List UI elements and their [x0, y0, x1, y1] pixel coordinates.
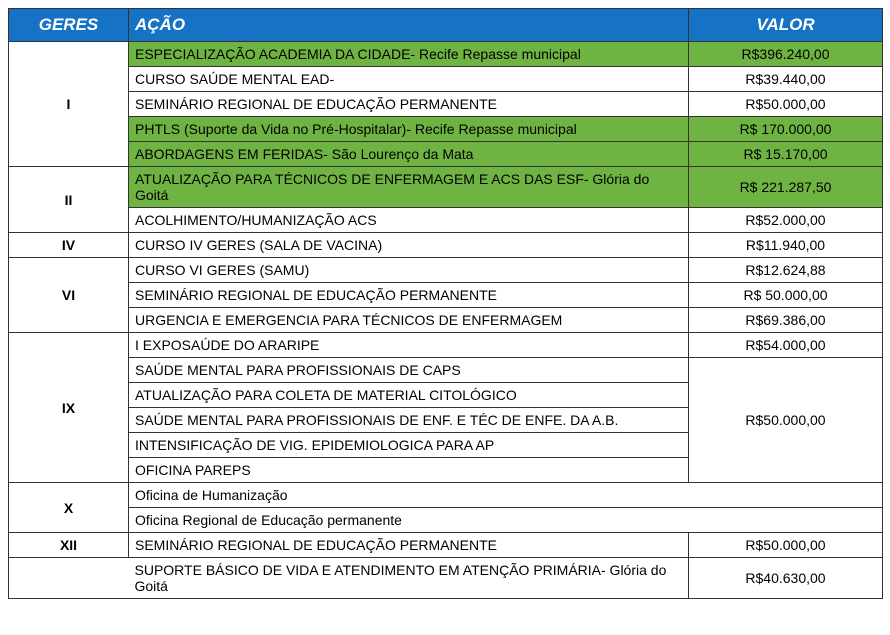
table-row: SEMINÁRIO REGIONAL DE EDUCAÇÃO PERMANENT…: [9, 92, 883, 117]
valor-cell: R$50.000,00: [689, 92, 883, 117]
acao-cell: CURSO IV GERES (SALA DE VACINA): [129, 233, 689, 258]
header-geres: GERES: [9, 9, 129, 42]
valor-cell: R$ 221.287,50: [689, 167, 883, 208]
table-row: IESPECIALIZAÇÃO ACADEMIA DA CIDADE- Reci…: [9, 42, 883, 67]
acao-cell: SAÚDE MENTAL PARA PROFISSIONAIS DE CAPS: [129, 358, 689, 383]
acao-cell: SUPORTE BÁSICO DE VIDA E ATENDIMENTO EM …: [129, 558, 689, 599]
table-row: URGENCIA E EMERGENCIA PARA TÉCNICOS DE E…: [9, 308, 883, 333]
acao-cell: ACOLHIMENTO/HUMANIZAÇÃO ACS: [129, 208, 689, 233]
acao-cell: CURSO SAÚDE MENTAL EAD-: [129, 67, 689, 92]
valor-cell: R$ 50.000,00: [689, 283, 883, 308]
valor-cell: R$ 170.000,00: [689, 117, 883, 142]
geres-cell: IV: [9, 233, 129, 258]
header-row: GERES AÇÃO VALOR: [9, 9, 883, 42]
valor-cell: R$69.386,00: [689, 308, 883, 333]
valor-cell: [689, 508, 883, 533]
valor-cell: R$50.000,00: [689, 533, 883, 558]
valor-cell: R$39.440,00: [689, 67, 883, 92]
valor-cell: R$50.000,00: [689, 358, 883, 483]
valor-cell: R$54.000,00: [689, 333, 883, 358]
table-row: CURSO SAÚDE MENTAL EAD-R$39.440,00: [9, 67, 883, 92]
valor-cell: R$11.940,00: [689, 233, 883, 258]
table-row: XIISEMINÁRIO REGIONAL DE EDUCAÇÃO PERMAN…: [9, 533, 883, 558]
table-row: SEMINÁRIO REGIONAL DE EDUCAÇÃO PERMANENT…: [9, 283, 883, 308]
acao-cell: Oficina Regional de Educação permanente: [129, 508, 689, 533]
acao-cell: SEMINÁRIO REGIONAL DE EDUCAÇÃO PERMANENT…: [129, 92, 689, 117]
header-valor: VALOR: [689, 9, 883, 42]
valor-cell: R$52.000,00: [689, 208, 883, 233]
table-row: IVCURSO IV GERES (SALA DE VACINA)R$11.94…: [9, 233, 883, 258]
table-row: VICURSO VI GERES (SAMU)R$12.624,88: [9, 258, 883, 283]
geres-cell: X: [9, 483, 129, 533]
table-row: PHTLS (Suporte da Vida no Pré-Hospitalar…: [9, 117, 883, 142]
table-row: Oficina Regional de Educação permanente: [9, 508, 883, 533]
geres-cell: [9, 558, 129, 599]
acao-cell: OFICINA PAREPS: [129, 458, 689, 483]
valor-cell: R$396.240,00: [689, 42, 883, 67]
acao-cell: SAÚDE MENTAL PARA PROFISSIONAIS DE ENF. …: [129, 408, 689, 433]
table-row: ABORDAGENS EM FERIDAS- São Lourenço da M…: [9, 142, 883, 167]
table-row: XOficina de Humanização: [9, 483, 883, 508]
valor-cell: R$ 15.170,00: [689, 142, 883, 167]
header-acao: AÇÃO: [129, 9, 689, 42]
table-row: ACOLHIMENTO/HUMANIZAÇÃO ACSR$52.000,00: [9, 208, 883, 233]
acao-cell: ATUALIZAÇÃO PARA TÉCNICOS DE ENFERMAGEM …: [129, 167, 689, 208]
valor-cell: R$40.630,00: [689, 558, 883, 599]
acao-cell: SEMINÁRIO REGIONAL DE EDUCAÇÃO PERMANENT…: [129, 533, 689, 558]
geres-cell: XII: [9, 533, 129, 558]
acao-cell: URGENCIA E EMERGENCIA PARA TÉCNICOS DE E…: [129, 308, 689, 333]
acao-cell: SEMINÁRIO REGIONAL DE EDUCAÇÃO PERMANENT…: [129, 283, 689, 308]
geres-table: GERES AÇÃO VALOR IESPECIALIZAÇÃO ACADEMI…: [8, 8, 883, 599]
acao-cell: ATUALIZAÇÃO PARA COLETA DE MATERIAL CITO…: [129, 383, 689, 408]
acao-cell: Oficina de Humanização: [129, 483, 689, 508]
table-row: SAÚDE MENTAL PARA PROFISSIONAIS DE CAPSR…: [9, 358, 883, 383]
geres-cell: IX: [9, 333, 129, 483]
table-body: IESPECIALIZAÇÃO ACADEMIA DA CIDADE- Reci…: [9, 42, 883, 599]
acao-cell: PHTLS (Suporte da Vida no Pré-Hospitalar…: [129, 117, 689, 142]
acao-cell: CURSO VI GERES (SAMU): [129, 258, 689, 283]
valor-cell: [689, 483, 883, 508]
acao-cell: ABORDAGENS EM FERIDAS- São Lourenço da M…: [129, 142, 689, 167]
table-row: IXI EXPOSAÚDE DO ARARIPER$54.000,00: [9, 333, 883, 358]
table-row: SUPORTE BÁSICO DE VIDA E ATENDIMENTO EM …: [9, 558, 883, 599]
valor-cell: R$12.624,88: [689, 258, 883, 283]
geres-cell: II: [9, 167, 129, 233]
geres-cell: I: [9, 42, 129, 167]
acao-cell: I EXPOSAÚDE DO ARARIPE: [129, 333, 689, 358]
acao-cell: ESPECIALIZAÇÃO ACADEMIA DA CIDADE- Recif…: [129, 42, 689, 67]
geres-cell: VI: [9, 258, 129, 333]
acao-cell: INTENSIFICAÇÃO DE VIG. EPIDEMIOLOGICA PA…: [129, 433, 689, 458]
table-row: IIATUALIZAÇÃO PARA TÉCNICOS DE ENFERMAGE…: [9, 167, 883, 208]
